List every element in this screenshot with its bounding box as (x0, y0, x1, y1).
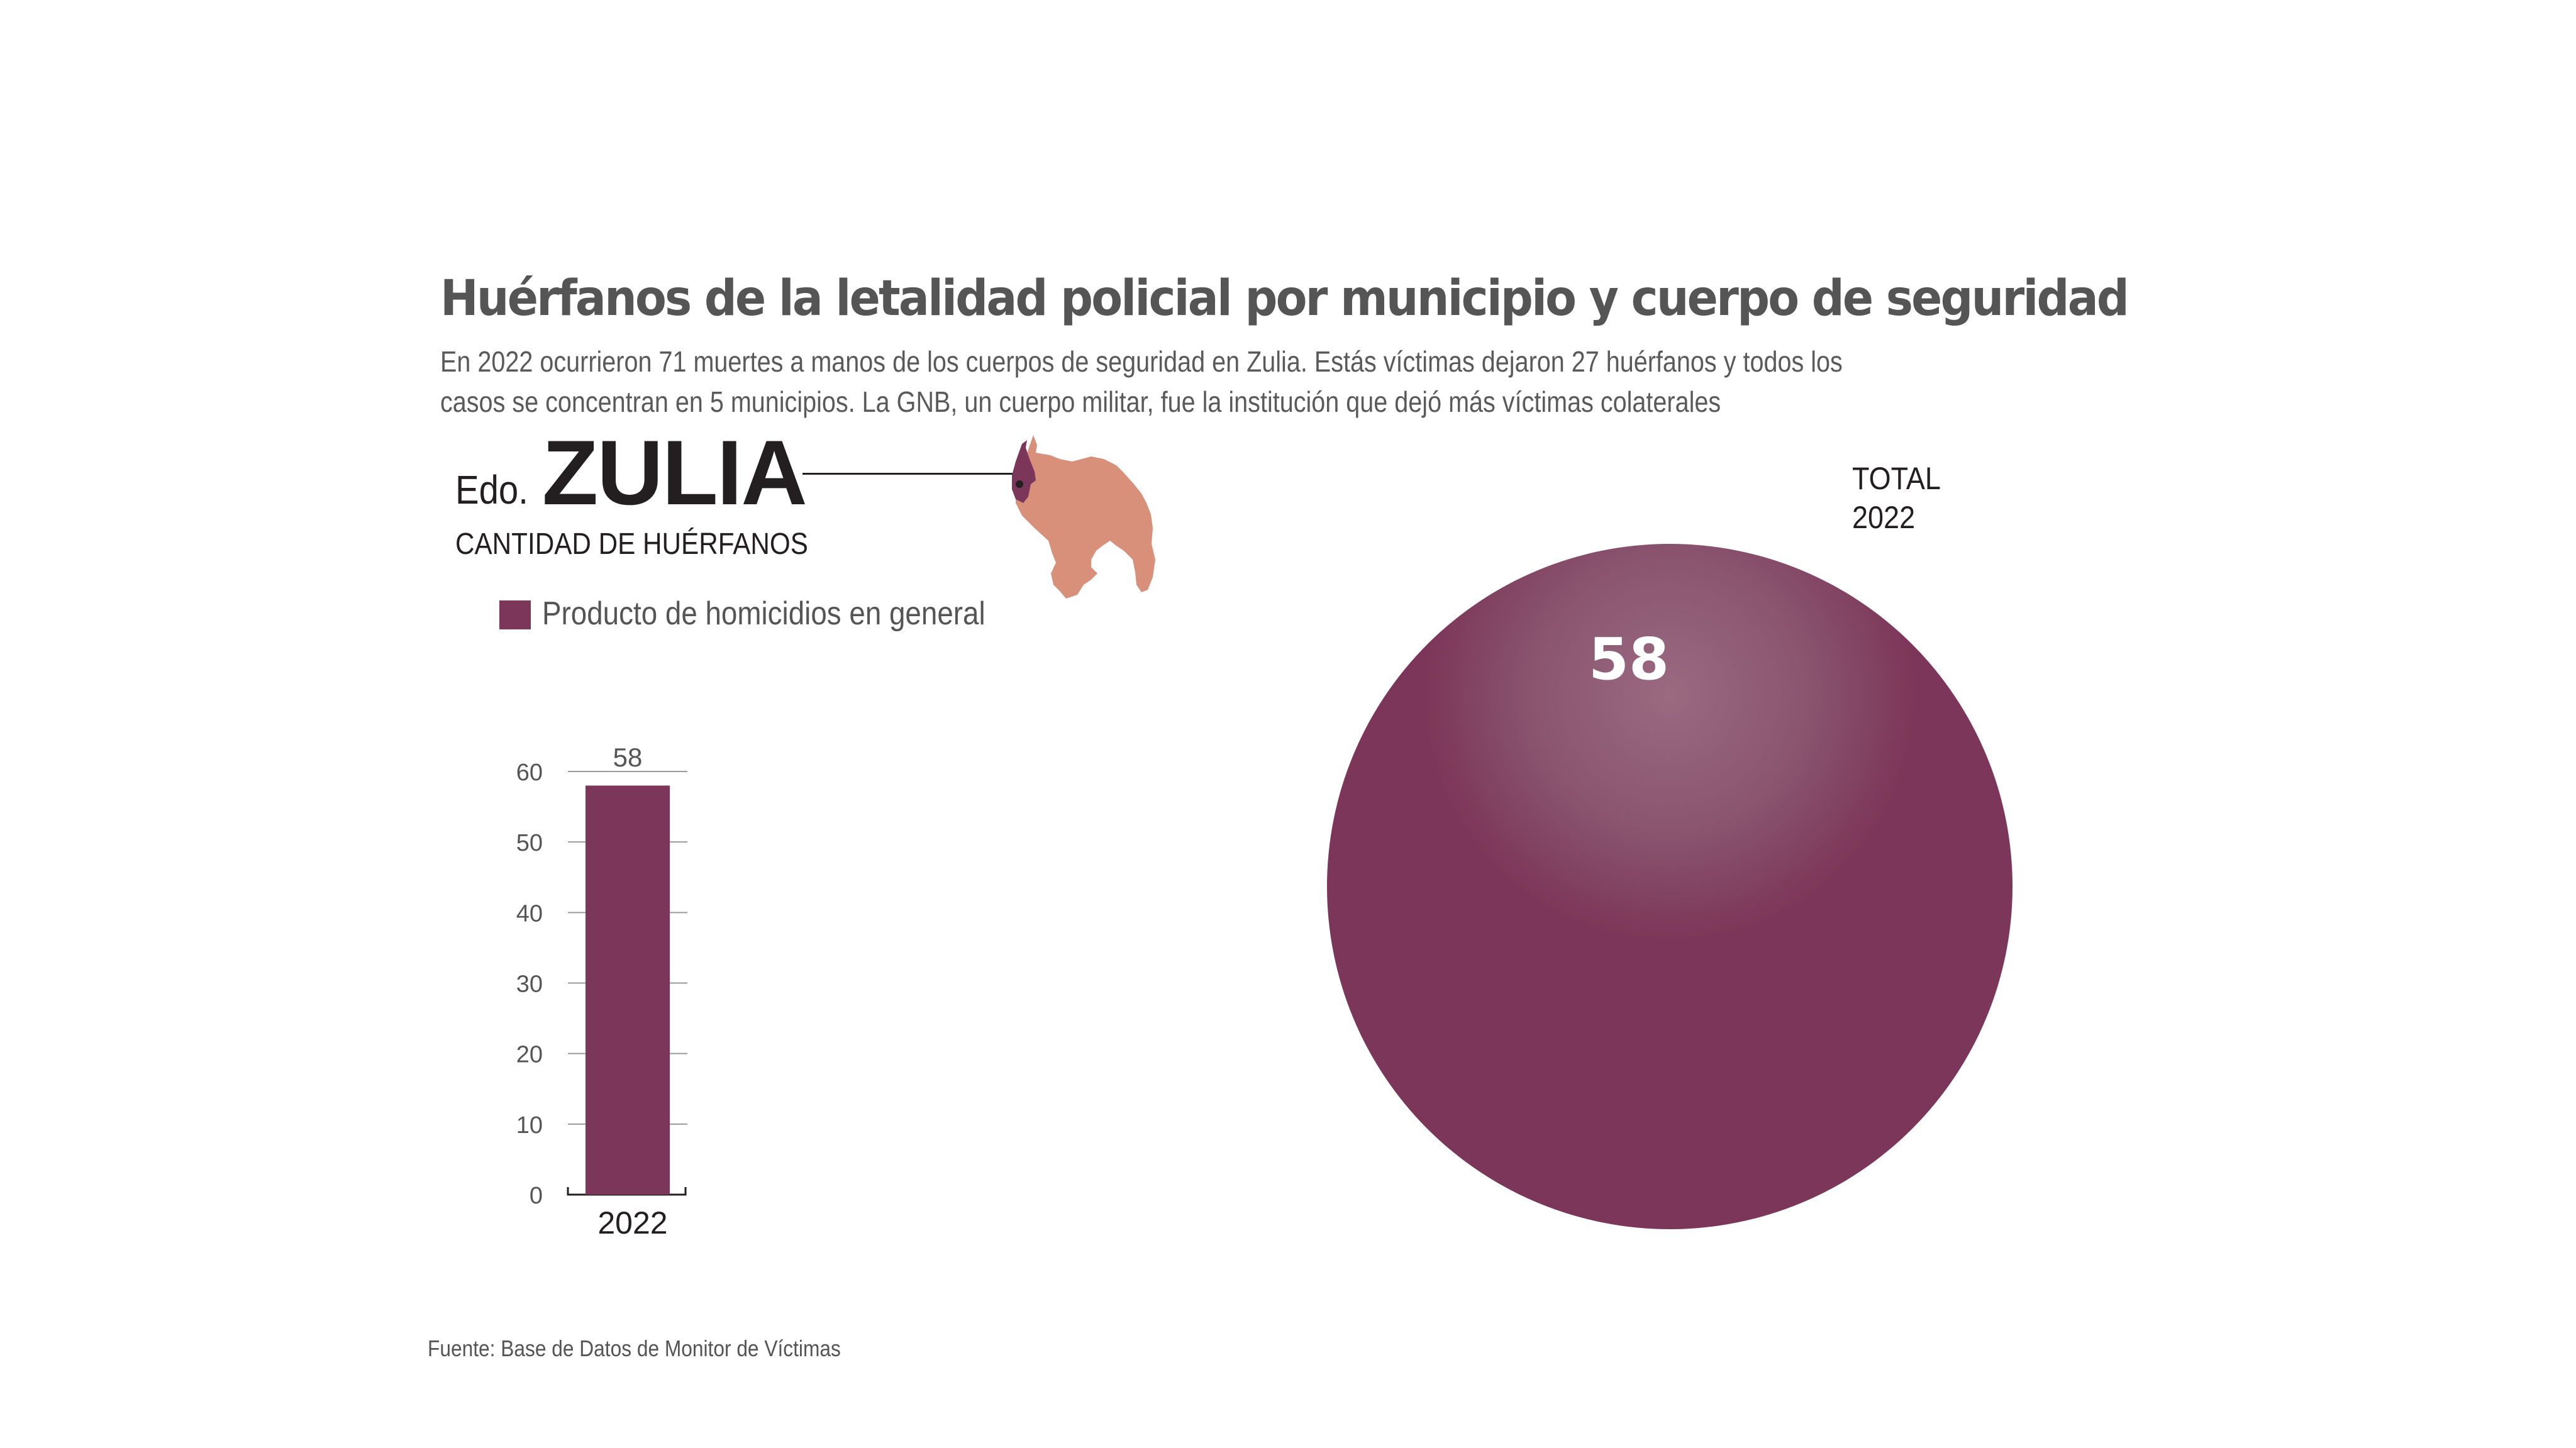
total-label: TOTAL 2022 (1852, 459, 1941, 537)
zulia-marker-dot (1016, 480, 1023, 488)
y-tick-label: 40 (516, 900, 543, 927)
measure-label: CANTIDAD DE HUÉRFANOS (455, 528, 808, 561)
bar-chart: 0 10 20 30 40 50 60 58 2022 (516, 743, 687, 1241)
y-tick-label: 20 (516, 1042, 543, 1068)
subtitle-line-2: casos se concentran en 5 municipios. La … (440, 385, 1721, 418)
bar-data-label: 58 (613, 743, 643, 772)
legend-label: Producto de homicidios en general (542, 595, 985, 632)
state-name: ZULIA (542, 421, 808, 524)
source-note: Fuente: Base de Datos de Monitor de Víct… (428, 1335, 841, 1361)
venezuela-country-shape (1016, 435, 1155, 599)
y-tick-label: 0 (530, 1183, 543, 1209)
venezuela-map (1012, 435, 1155, 599)
y-tick-label: 50 (516, 830, 543, 856)
bubble-value-label: 58 (1589, 626, 1669, 693)
bubble-chart: 58 (1327, 544, 2012, 1229)
map-connector-line (802, 473, 1016, 475)
chart-title: Huérfanos de la letalidad policial por m… (440, 270, 2129, 327)
y-tick-label: 60 (516, 760, 543, 786)
legend-swatch (499, 600, 531, 629)
subtitle-line-1: En 2022 ocurrieron 71 muertes a manos de… (440, 345, 1843, 378)
total-label-line2: 2022 (1852, 500, 1916, 535)
state-prefix: Edo. (455, 467, 528, 512)
x-tick-label: 2022 (597, 1205, 667, 1241)
bar (586, 785, 670, 1195)
y-tick-label: 10 (516, 1112, 543, 1139)
total-label-line1: TOTAL (1852, 461, 1941, 496)
bubble (1327, 544, 2012, 1229)
y-tick-label: 30 (516, 971, 543, 998)
